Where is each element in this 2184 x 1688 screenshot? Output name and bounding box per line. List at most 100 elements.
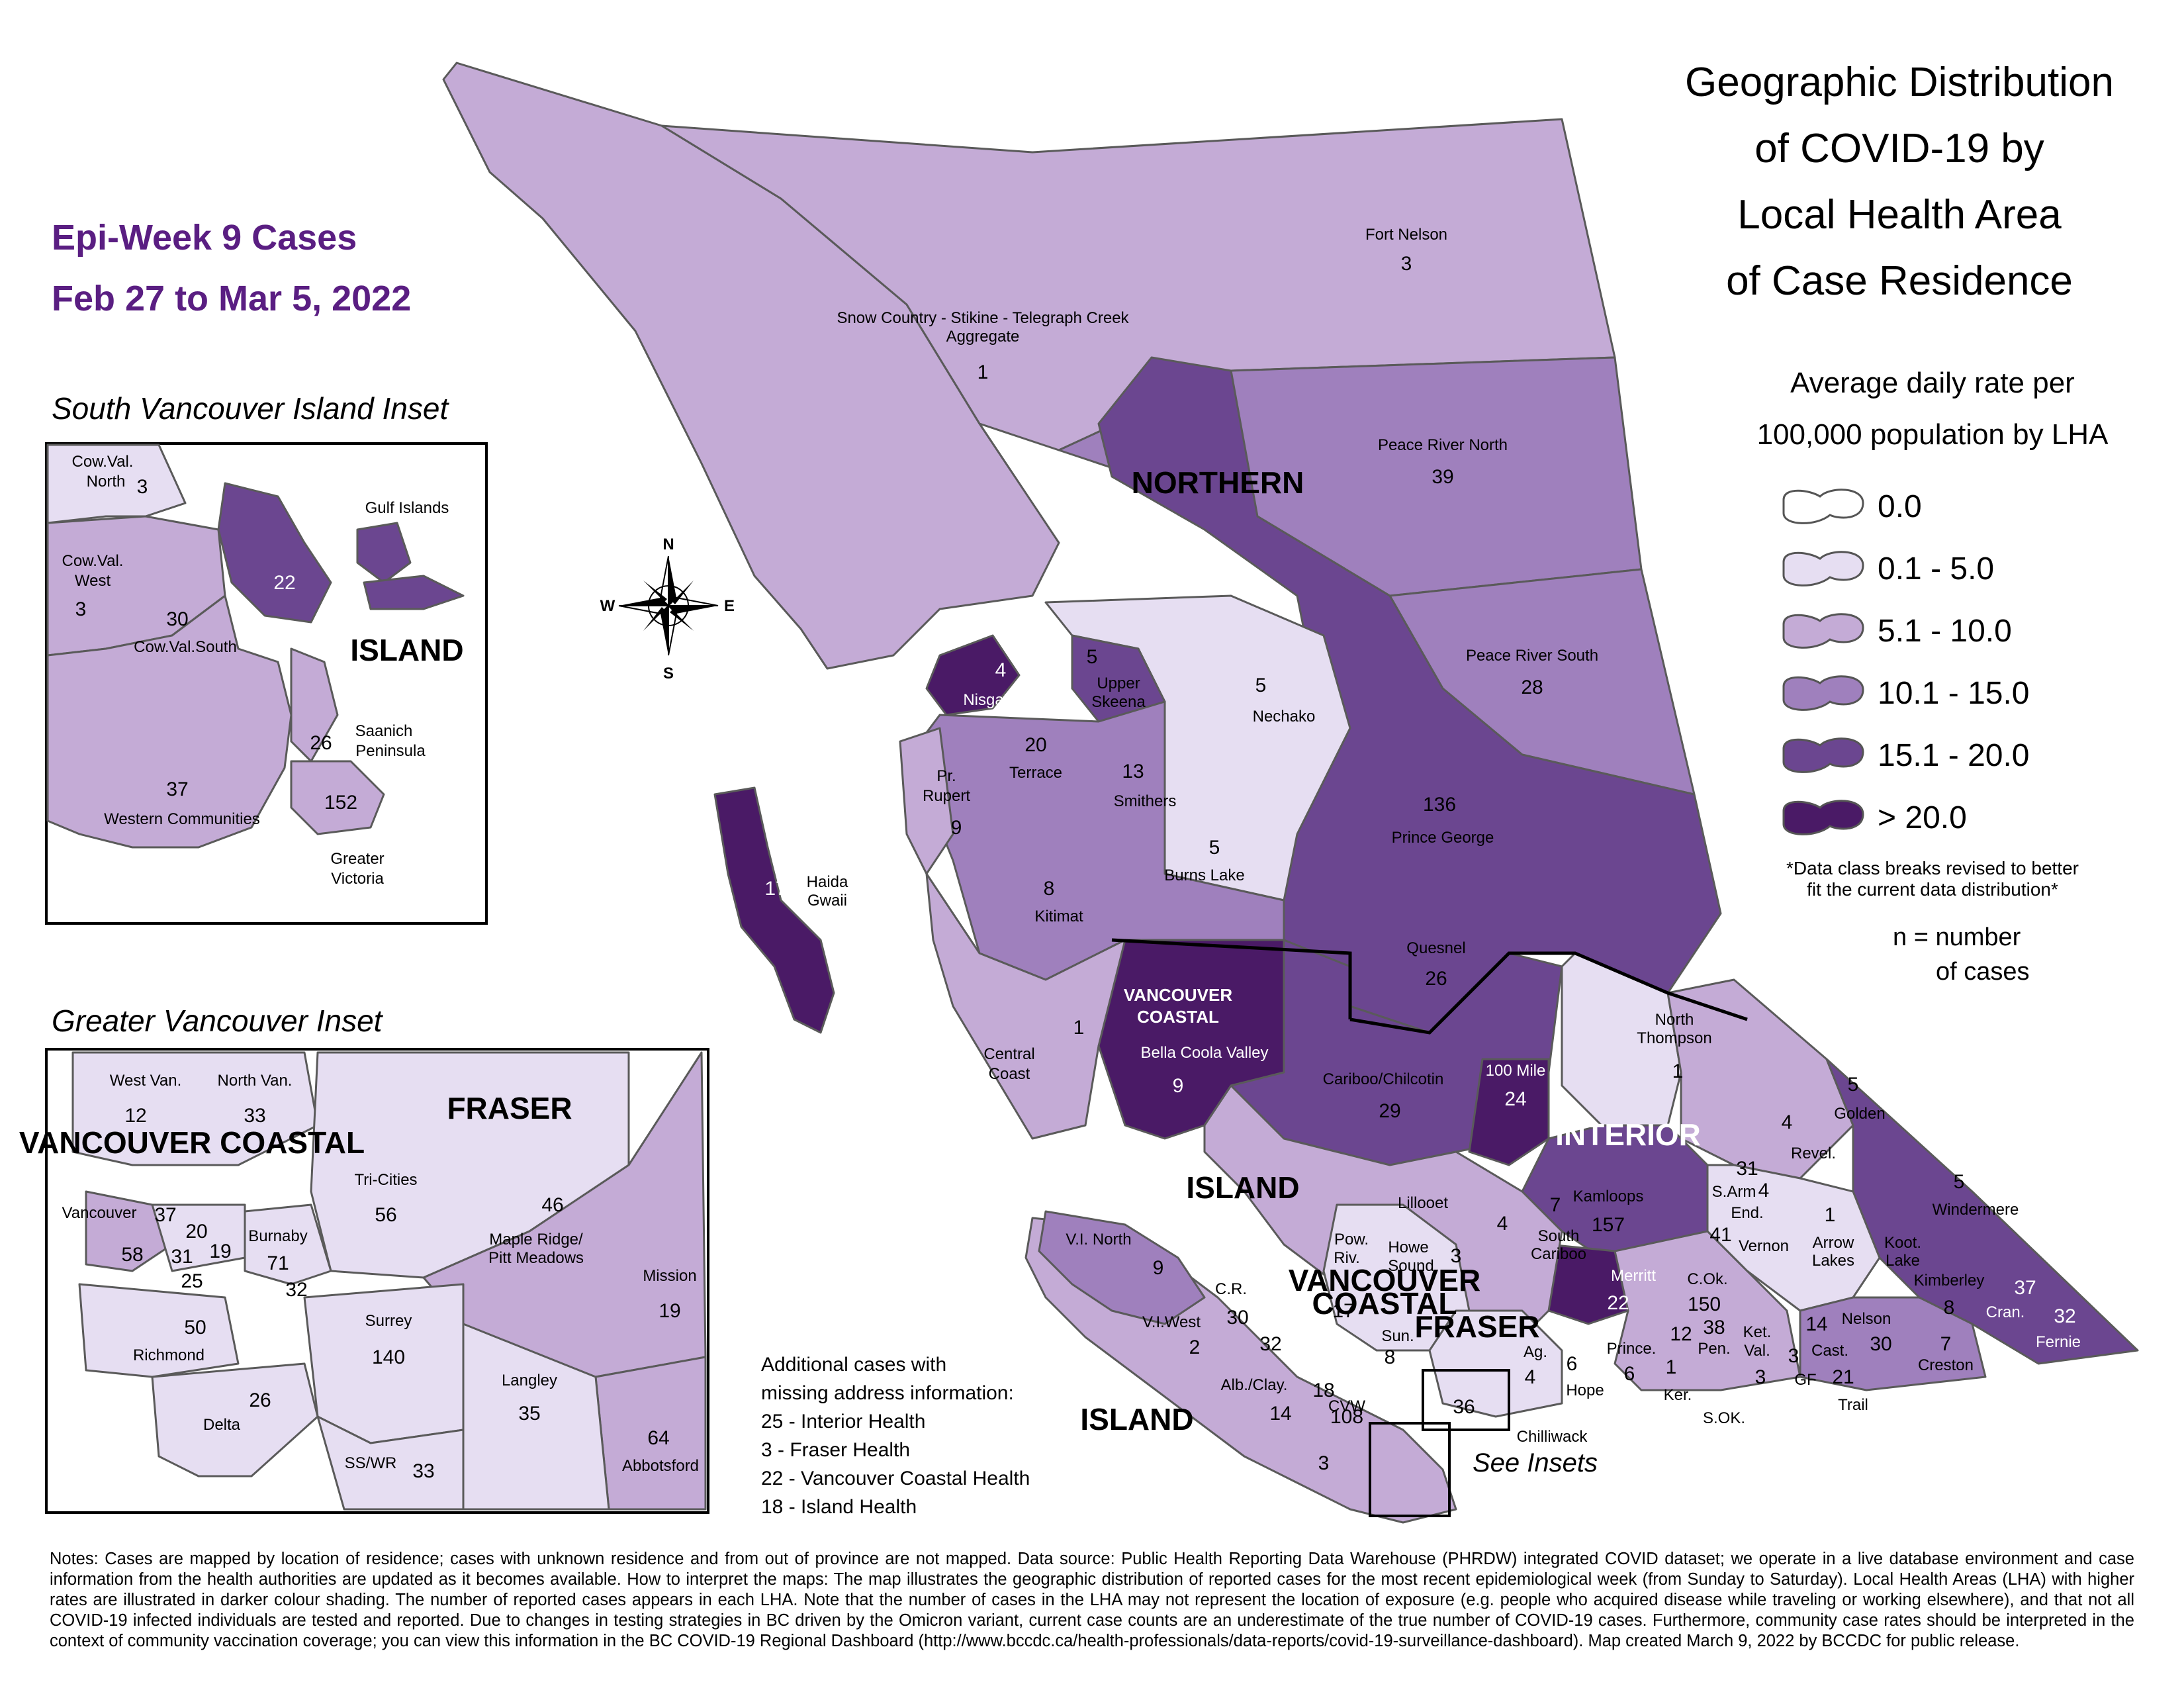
legend-item: 5.1 - 10.0 <box>1777 600 2171 662</box>
lha-count: 5 <box>1209 837 1220 859</box>
lha-name: C.Ok. <box>1687 1270 1727 1288</box>
lha-name: Mission <box>643 1267 696 1285</box>
lha-name: Kitimat <box>1034 908 1083 925</box>
lha-name: North <box>1655 1011 1694 1029</box>
ha-label-inset-vch: VANCOUVER COASTAL <box>19 1125 365 1160</box>
main-map-regions <box>442 62 2139 1524</box>
lha-count: 36 <box>1453 1396 1475 1418</box>
lha-name: CVW <box>1328 1397 1365 1415</box>
legend-classes: 0.0 0.1 - 5.0 5.1 - 10.0 10.1 - 15.0 15.… <box>1777 475 2171 849</box>
lha-count: 7 <box>1550 1194 1561 1216</box>
lha-name: C.R. <box>1215 1280 1247 1298</box>
ha-label-inset-island: ISLAND <box>350 633 463 667</box>
legend-subtitle: 100,000 population by LHA <box>1756 418 2109 451</box>
locator-box-1 <box>1422 1369 1510 1431</box>
title-line: of COVID-19 by <box>1754 126 2044 171</box>
south-island-inset-labels: Cow.Val. North 3 Gulf Islands 22 Cow.Val… <box>62 453 464 888</box>
lha-name: Arrow <box>1813 1234 1854 1252</box>
legend-swatch <box>1782 613 1864 649</box>
lha-count: 32 <box>2054 1305 2075 1327</box>
lha-count: 3 <box>1755 1366 1766 1388</box>
greater-vancouver-inset <box>45 1048 709 1514</box>
lha-count: 33 <box>412 1460 434 1482</box>
lha-name: Kimberley <box>1914 1272 1985 1289</box>
legend-item: 0.0 <box>1777 475 2171 538</box>
lha-count: 150 <box>1688 1293 1721 1315</box>
lha-name: Ag. <box>1524 1343 1547 1361</box>
lha-name: V.I.West <box>1142 1313 1201 1331</box>
lha-name: Val. <box>1744 1342 1770 1360</box>
lha-count: 30 <box>1226 1307 1248 1329</box>
lha-count: 35 <box>518 1403 540 1425</box>
lha-count: 3 <box>1318 1452 1330 1474</box>
lha-count: 17 <box>764 878 786 900</box>
lha-name: Creston <box>1918 1356 1974 1374</box>
lha-name: Haida <box>807 873 848 891</box>
compass-rose: N S E W <box>600 536 735 682</box>
lha-count: 58 <box>121 1244 143 1266</box>
lha-count: 9 <box>1153 1257 1164 1279</box>
see-insets-label: See Insets <box>1473 1448 1598 1477</box>
lha-name: Gulf Islands <box>365 499 449 517</box>
lha-count: 37 <box>154 1204 176 1226</box>
lha-count: 30 <box>166 608 188 630</box>
lha-count: 4 <box>1497 1213 1508 1235</box>
lha-name: Howe <box>1388 1239 1428 1256</box>
ha-label-vch-a: VANCOUVER <box>1124 985 1232 1005</box>
lha-name: Pen. <box>1698 1340 1730 1358</box>
lha-name: Peace River South <box>1466 647 1598 665</box>
main-map-labels: Fort Nelson 3 Snow Country - Stikine - T… <box>764 226 2081 1474</box>
lha-count: 6 <box>1567 1353 1578 1375</box>
lha-name: Langley <box>502 1372 557 1389</box>
lha-name: Burns Lake <box>1164 867 1244 884</box>
legend-swatch <box>1782 737 1864 773</box>
lha-name: Cow.Val. <box>72 453 134 471</box>
lha-name: West Van. <box>110 1072 182 1090</box>
epi-week-heading: Epi-Week 9 Cases Feb 27 to Mar 5, 2022 <box>52 207 411 329</box>
lha-name: Western Communities <box>104 810 260 828</box>
lha-name: Prince George <box>1392 829 1494 847</box>
lha-name: Smithers <box>1114 792 1177 810</box>
ha-label-vch-south-b: COASTAL <box>1312 1286 1457 1321</box>
lha-name: Snow Country - Stikine - Telegraph Creek <box>837 309 1129 327</box>
lha-name: Saanich <box>355 722 413 740</box>
lha-count: 46 <box>541 1194 563 1216</box>
lha-count: 1 <box>1666 1356 1677 1378</box>
lha-name: Trail <box>1838 1396 1868 1414</box>
lha-name: West <box>75 572 111 590</box>
lha-count: 31 <box>1736 1158 1758 1180</box>
map-title: Geographic Distribution of COVID-19 by L… <box>1628 50 2171 314</box>
legend-swatch <box>1782 800 1864 835</box>
lha-count: 5 <box>1255 675 1267 696</box>
region-fraser-east <box>1428 1309 1563 1418</box>
legend-swatch <box>1782 675 1864 711</box>
south-island-inset-title: South Vancouver Island Inset <box>52 391 449 426</box>
lha-count: 50 <box>184 1317 206 1338</box>
lha-name: Ket. <box>1743 1323 1772 1341</box>
title-line: Local Health Area <box>1737 192 2062 238</box>
lha-name: Vancouver <box>62 1204 137 1222</box>
additional-case-item: 25 - Interior Health <box>761 1411 926 1432</box>
lha-count: 26 <box>1425 968 1447 990</box>
lha-name: Peace River North <box>1378 436 1508 454</box>
lha-count: 8 <box>1944 1297 1955 1319</box>
lha-count: 2 <box>1189 1336 1201 1358</box>
lha-name: Cariboo/Chilcotin <box>1323 1070 1444 1088</box>
lha-name: Bella Coola Valley <box>1141 1044 1269 1062</box>
lha-name: Koot. <box>1884 1234 1921 1252</box>
lha-count: 6 <box>1624 1363 1635 1385</box>
lha-count: 21 <box>1832 1366 1854 1388</box>
greater-vancouver-inset-title: Greater Vancouver Inset <box>52 1004 383 1038</box>
lha-name: Rupert <box>923 787 970 805</box>
lha-count: 22 <box>1607 1292 1629 1314</box>
lha-count: 18 <box>1312 1380 1334 1401</box>
lha-count: 3 <box>75 598 87 620</box>
lha-count: 8 <box>1385 1346 1396 1368</box>
lha-count: 20 <box>1024 734 1046 756</box>
lha-count: 9 <box>1173 1075 1184 1097</box>
lha-name: Surrey <box>365 1312 412 1330</box>
ha-label-interior: INTERIOR <box>1555 1117 1701 1152</box>
lha-name: Ker. <box>1664 1386 1692 1404</box>
legend-swatch <box>1782 551 1864 586</box>
lha-count: 4 <box>1782 1111 1793 1133</box>
